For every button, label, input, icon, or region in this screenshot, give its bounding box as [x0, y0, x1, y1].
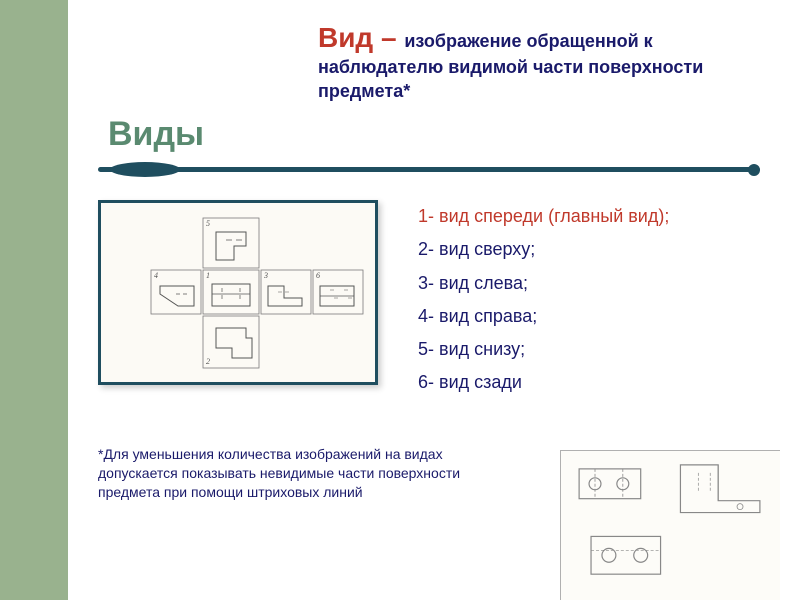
- svg-text:5: 5: [206, 219, 210, 228]
- list-item-6: 6- вид сзади: [418, 366, 669, 399]
- sidebar-decoration: [0, 0, 68, 600]
- svg-text:4: 4: [154, 271, 158, 280]
- footnote: *Для уменьшения количества изображений н…: [98, 445, 518, 502]
- definition-term: Вид –: [318, 22, 404, 53]
- section-title: Виды: [108, 115, 204, 154]
- list-item-1: 1- вид спереди (главный вид);: [418, 200, 669, 233]
- divider-accent: [110, 162, 180, 177]
- projection-diagram: 5 4 1 3 6 2: [98, 200, 378, 385]
- list-item-5: 5- вид снизу;: [418, 333, 669, 366]
- list-item-4: 4- вид справа;: [418, 300, 669, 333]
- diagram-svg: 5 4 1 3 6 2: [108, 208, 368, 378]
- slide-content: Вид – изображение обращенной к наблюдате…: [68, 0, 800, 600]
- definition-block: Вид – изображение обращенной к наблюдате…: [318, 20, 760, 103]
- divider-endcap: [748, 164, 760, 176]
- divider: [98, 160, 760, 180]
- svg-text:6: 6: [316, 271, 320, 280]
- list-item-2: 2- вид сверху;: [418, 233, 669, 266]
- list-item-3: 3- вид слева;: [418, 267, 669, 300]
- bottom-diagram: [560, 450, 780, 600]
- svg-text:3: 3: [263, 271, 268, 280]
- svg-text:2: 2: [206, 357, 210, 366]
- svg-text:1: 1: [206, 271, 210, 280]
- views-list: 1- вид спереди (главный вид); 2- вид све…: [418, 200, 669, 400]
- divider-line: [98, 167, 760, 172]
